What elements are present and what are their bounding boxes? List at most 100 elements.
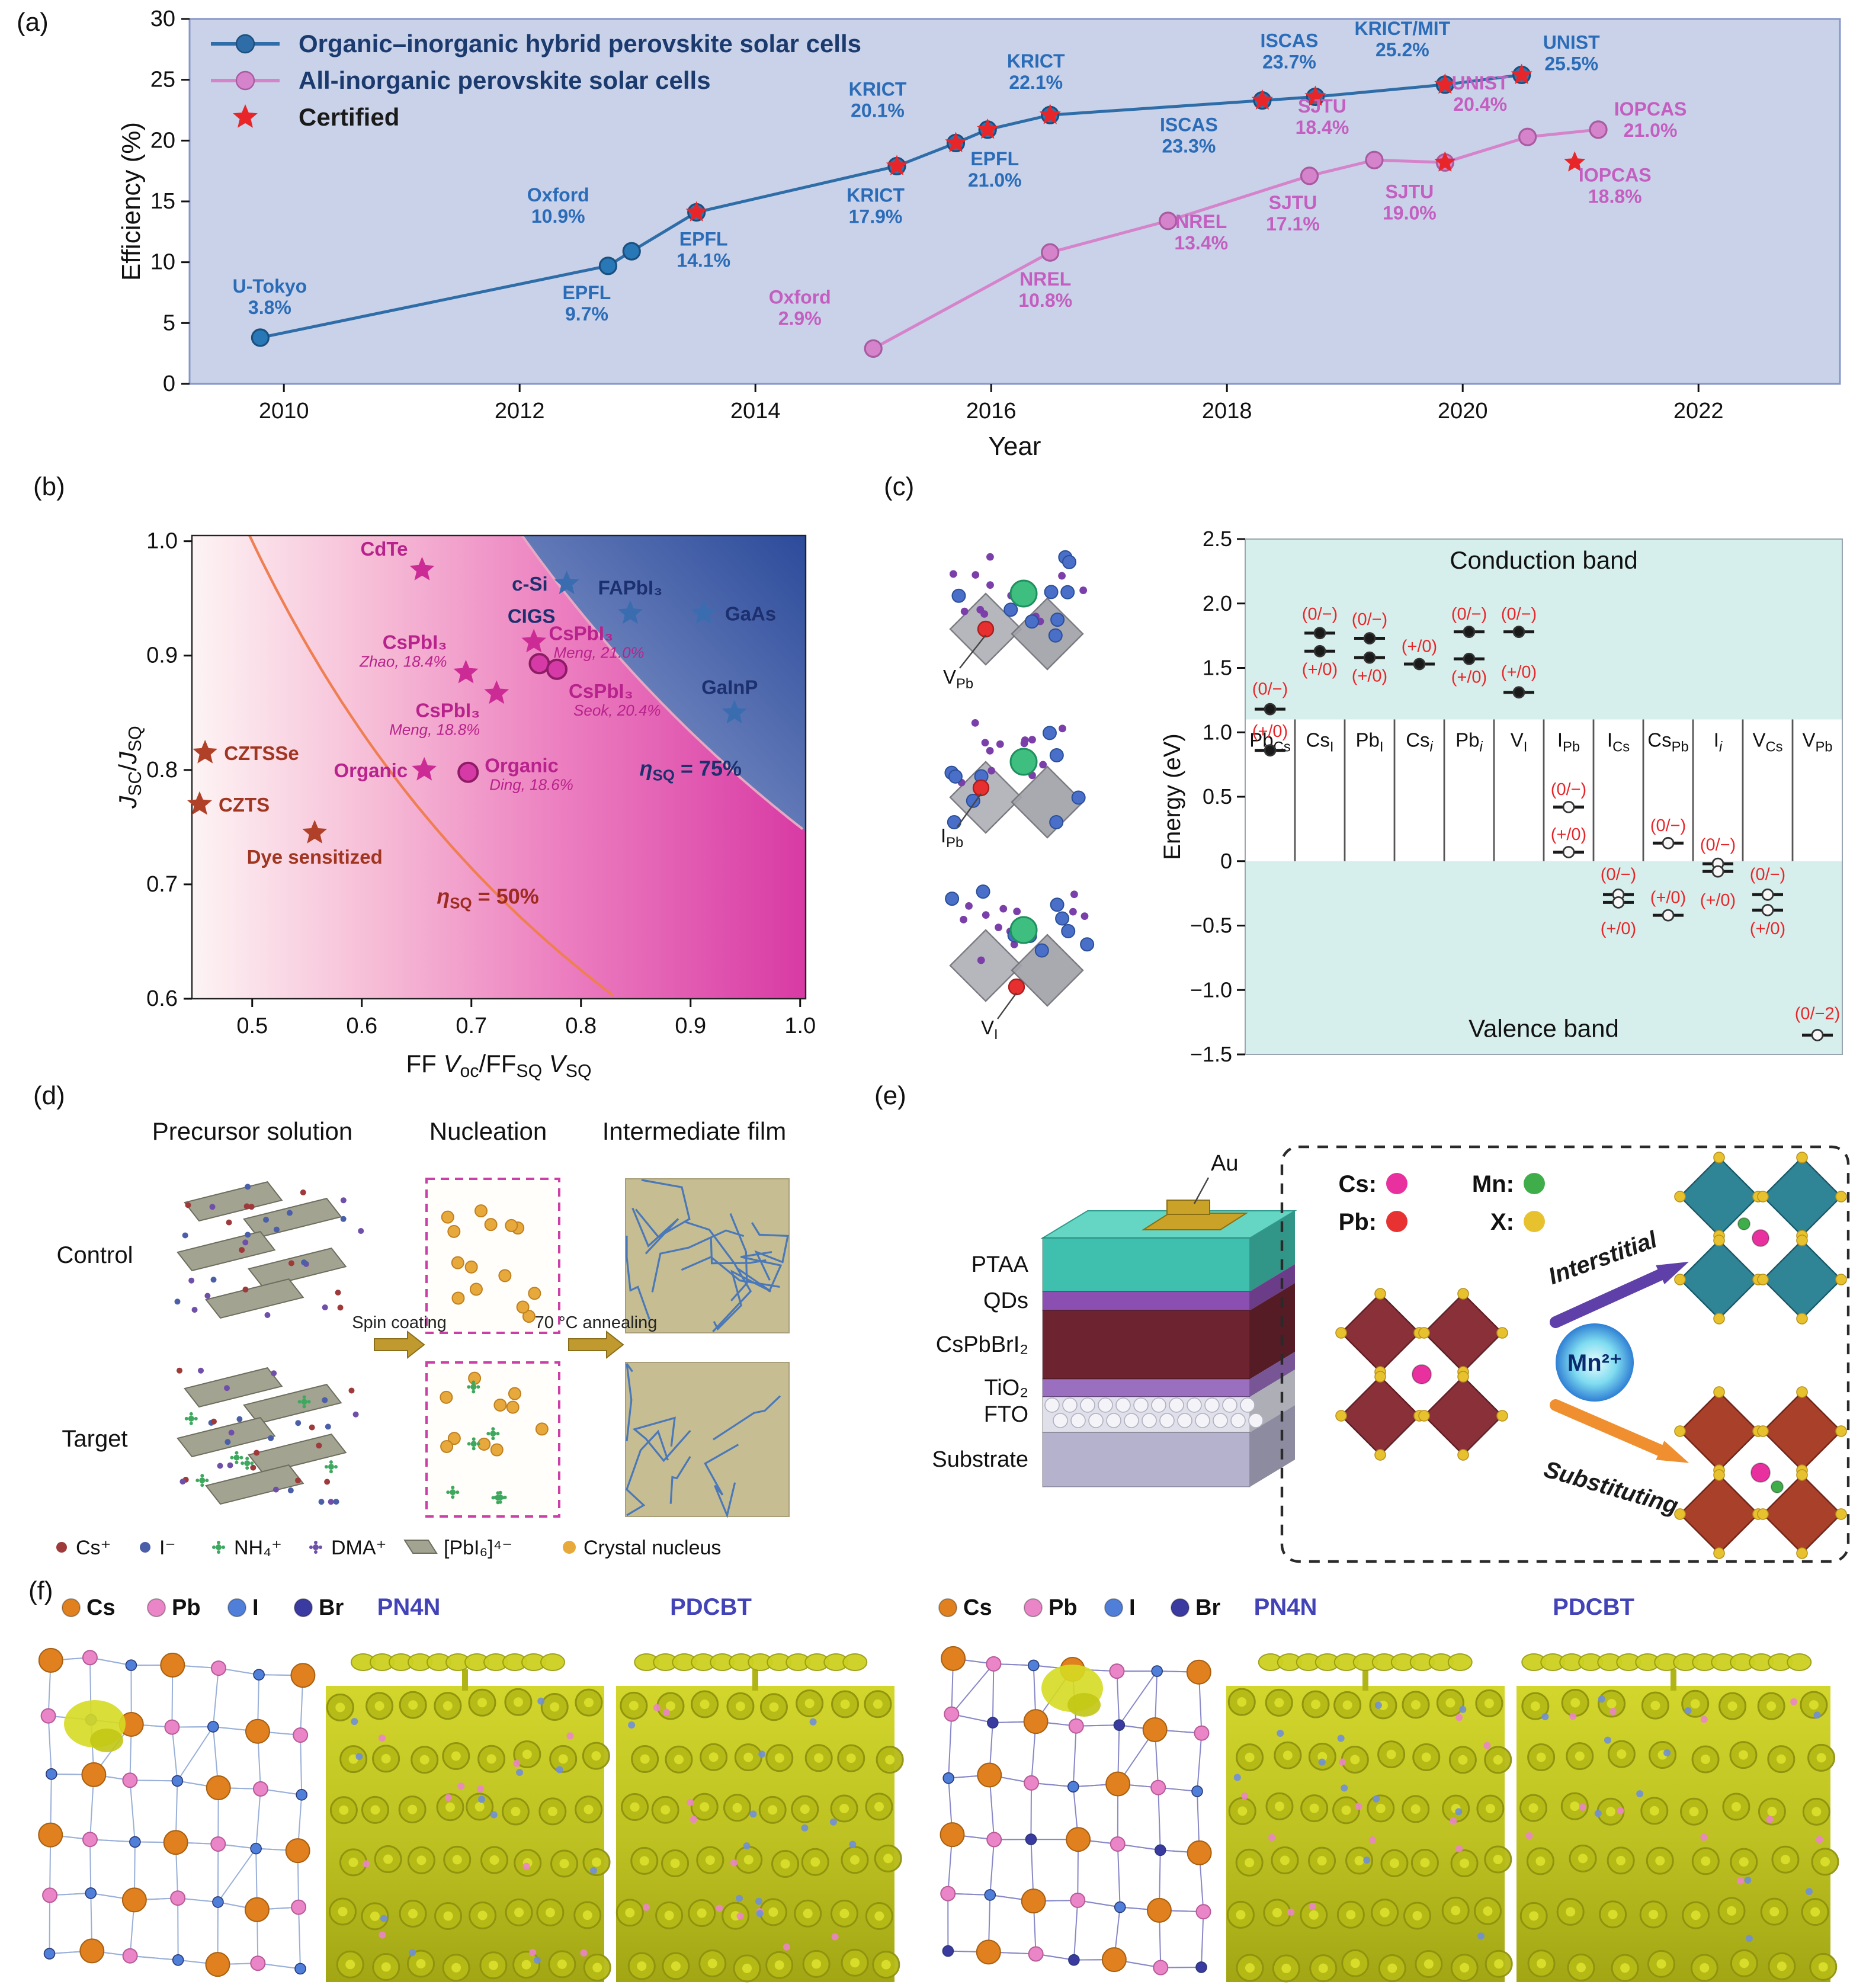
point-value: 22.1% <box>1009 72 1063 93</box>
point-label: KRICT/MIT <box>1354 18 1450 39</box>
data-point-Dyesensitized: Dye sensitized <box>247 820 383 868</box>
point-label: c-Si <box>512 573 548 595</box>
point-label: CsPbI₃ <box>569 680 633 702</box>
data-point <box>1589 120 1608 139</box>
point-label: UNIST <box>1543 31 1600 53</box>
point-label: Organic <box>485 755 559 777</box>
panel-b-tag: (b) <box>33 472 65 501</box>
ion-legend-dot <box>1524 1211 1545 1232</box>
point-label: CsPbI₃ <box>383 631 447 653</box>
legend-label: DMA⁺ <box>331 1537 387 1559</box>
defect-column-label: Ii <box>1714 729 1723 755</box>
cs-atom <box>1009 748 1038 776</box>
data-point-FAPbI: FAPbI₃ <box>598 576 662 624</box>
defect-column-label: CsI <box>1306 729 1334 755</box>
transition-annotation: (+/0) <box>1750 919 1785 938</box>
series-0: U-Tokyo3.8%EPFL9.7%Oxford10.9%EPFL14.1%K… <box>233 18 1600 347</box>
star-marker <box>1434 151 1456 172</box>
x-tick-label: 0.8 <box>565 1014 597 1038</box>
y-axis-title: Energy (eV) <box>1159 733 1185 860</box>
data-point-Organic: Organic <box>334 756 437 781</box>
layer-1 <box>1042 1291 1251 1311</box>
point-value: 21.0% <box>968 169 1022 191</box>
mechanism-box <box>1280 1145 1850 1563</box>
transition-annotation: (0/−) <box>1601 865 1636 884</box>
defect-atom <box>977 620 995 638</box>
y-tick-label: 5 <box>163 310 175 335</box>
panel-a-tag: (a) <box>17 7 49 37</box>
process-arrow: Spin coating <box>352 1313 447 1359</box>
crystal-structure <box>945 884 1095 1007</box>
point-label: Organic <box>334 759 408 781</box>
layer-label: CsPbBrI₂ <box>936 1332 1028 1357</box>
cs-atom <box>1009 916 1038 944</box>
level-marker <box>1711 865 1724 878</box>
point-value: 18.8% <box>1588 185 1642 207</box>
star-marker <box>193 739 218 764</box>
legend-label: Pb <box>1049 1595 1078 1620</box>
star-marker <box>977 118 999 139</box>
y-tick-label: −1.5 <box>1190 1042 1232 1066</box>
cs-legend-dot <box>938 1598 957 1617</box>
pb-legend-dot <box>147 1598 166 1617</box>
data-point-CdTe: CdTe <box>360 538 435 581</box>
x-tick-label: 0.9 <box>675 1014 706 1038</box>
crystal-graphic <box>1674 1152 1847 1325</box>
y-tick-label: 25 <box>150 68 175 92</box>
legend: Organic–inorganic hybrid perovskite sola… <box>211 30 861 131</box>
y-tick-label: 0.9 <box>146 643 178 668</box>
star-marker <box>187 791 212 815</box>
crystal-graphic <box>1335 1288 1508 1461</box>
structure-label: VI <box>981 1017 998 1043</box>
y-tick-label: 10 <box>150 250 175 275</box>
eta-curve <box>521 536 804 831</box>
panel-d-film-formation-schematic: Precursor solution Nucleation Intermediate… <box>56 1117 790 1559</box>
defect-column-label: Csi <box>1406 729 1433 755</box>
point-label: KRICT <box>847 184 905 206</box>
panel-c-tag: (c) <box>884 472 915 501</box>
star-marker <box>685 201 707 222</box>
process-arrow-label: 70 °C annealing <box>535 1313 658 1332</box>
series-1: Oxford2.9%NREL10.8%NREL13.4%SJTU17.1%SJT… <box>769 72 1687 358</box>
defect-column-label: PbCs <box>1249 729 1291 755</box>
legend-label: I <box>252 1595 259 1620</box>
dft-ball-stick-structure <box>936 1641 1214 1982</box>
transition-annotation: (+/0) <box>1501 663 1537 682</box>
y-tick-label: 0.6 <box>146 986 178 1011</box>
y-tick-label: 30 <box>150 7 175 31</box>
point-value: 2.9% <box>778 307 822 329</box>
legend-label: All-inorganic perovskite solar cells <box>299 66 711 94</box>
ion-legend: Cs: Mn: Pb: X: <box>1339 1171 1545 1235</box>
star-marker <box>945 132 967 152</box>
legend-label: Cs <box>963 1595 992 1620</box>
au-electrode <box>1141 1213 1249 1230</box>
point-label: GaAs <box>725 602 776 624</box>
layer-2 <box>1042 1310 1251 1380</box>
nucleation-box <box>425 1178 560 1334</box>
star-marker <box>1304 85 1326 106</box>
defect-column-label: PbI <box>1356 729 1384 755</box>
point-label: EPFL <box>679 228 728 249</box>
point-value: 18.4% <box>1296 117 1349 138</box>
level-marker <box>1363 651 1376 664</box>
star-marker <box>409 556 435 581</box>
point-label: NREL <box>1175 211 1227 232</box>
series-line <box>873 128 1599 350</box>
point-label: U-Tokyo <box>233 275 307 297</box>
transition-annotation: (+/0) <box>1650 889 1686 908</box>
y-tick-label: 15 <box>150 189 175 214</box>
axes: 2.5 2.0 1.5 1.0 0.5 0 −0.5 −1.0 −1.5 <box>1190 527 1245 1066</box>
point-label: KRICT <box>1007 50 1065 72</box>
y-tick-label: 1.0 <box>146 529 178 554</box>
data-point <box>864 339 883 358</box>
level-marker <box>1562 801 1575 813</box>
point-value: 14.1% <box>676 249 730 271</box>
y-tick-label: −0.5 <box>1190 913 1232 938</box>
star-marker <box>521 629 547 653</box>
molecule-label: PN4N <box>377 1594 441 1620</box>
point-value: 25.2% <box>1376 39 1429 60</box>
ion-legend-label: X: <box>1490 1209 1514 1235</box>
